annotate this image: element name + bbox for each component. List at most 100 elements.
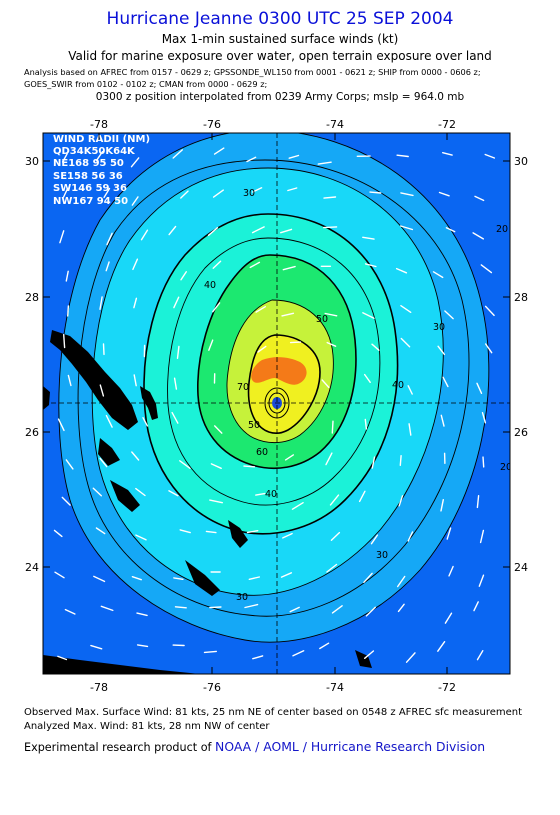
wind-barb	[365, 606, 376, 617]
lon-label-bottom: -74	[326, 681, 344, 694]
band-80	[251, 357, 307, 385]
wind-barb	[136, 644, 149, 648]
wind-barb	[371, 343, 380, 351]
florida-coast	[43, 386, 50, 410]
analysis-sources-line-2: GOES_SWIR from 0102 - 0102 z; CMAN from …	[24, 79, 268, 89]
svg-text:NW167 94 50: NW167 94 50	[53, 196, 128, 207]
wind-barb	[287, 187, 298, 192]
contour-label: 30	[433, 322, 445, 333]
lat-label-left: 28	[25, 291, 39, 304]
wind-barb	[321, 379, 330, 389]
wind-barb	[59, 230, 65, 244]
contour-label: 60	[256, 447, 268, 458]
svg-text:NE168 95 50: NE168 95 50	[53, 158, 124, 169]
lat-label-right: 30	[514, 155, 528, 168]
wind-barb	[369, 191, 382, 194]
wind-contour-field: 30 40 50 60 70 30 40 20 30 40 50 30 20	[43, 133, 512, 674]
contour-label: 40	[265, 489, 277, 500]
wind-barb	[246, 156, 257, 163]
wind-barb	[395, 267, 408, 274]
wind-barb	[280, 228, 293, 234]
wind-barb	[99, 296, 103, 310]
contour-label: 30	[243, 188, 255, 199]
lon-label-top: -74	[326, 118, 344, 131]
axis-labels: -78 -76 -74 -72 -78 -76 -74 -72 30 28 26…	[25, 118, 528, 694]
axis-ticks	[43, 133, 510, 674]
lon-label-top: -76	[203, 118, 221, 131]
wind-barb	[180, 271, 188, 281]
map-title: Hurricane Jeanne 0300 UTC 25 SEP 2004	[106, 9, 454, 29]
wind-barb	[210, 463, 222, 469]
wind-barb	[105, 261, 110, 272]
lon-label-bottom: -72	[438, 681, 456, 694]
svg-text:SE158 56 36: SE158 56 36	[53, 171, 123, 182]
radii-64kt: 36	[113, 183, 127, 194]
crosshair	[43, 133, 510, 674]
wind-barb	[292, 650, 305, 657]
wind-barb	[103, 187, 111, 199]
credit-prefix: Experimental research product of	[24, 741, 216, 754]
wind-barb	[95, 527, 106, 535]
wind-barb	[95, 150, 104, 162]
wind-barb	[371, 456, 376, 469]
wind-barb	[171, 411, 179, 424]
radii-quadrant: SE	[53, 171, 67, 182]
wind-barb	[446, 527, 452, 540]
wind-barb	[329, 494, 340, 506]
lon-label-bottom: -76	[203, 681, 221, 694]
wind-barb	[323, 196, 337, 199]
wind-barb	[66, 305, 70, 317]
wind-barb	[252, 655, 264, 660]
wind-barb	[282, 265, 296, 271]
wind-barb	[364, 418, 368, 430]
wind-barb	[179, 460, 191, 469]
wind-barb	[288, 154, 300, 159]
wind-barb	[481, 412, 487, 424]
wind-barb	[440, 414, 445, 427]
wind-barb	[400, 225, 414, 231]
contour-label: 20	[500, 462, 512, 473]
lat-label-right: 28	[514, 291, 528, 304]
wind-barb	[168, 490, 179, 497]
wind-barb	[63, 333, 66, 349]
wind-barb	[172, 149, 184, 159]
wind-barb	[325, 452, 333, 466]
bahamas-andros-south	[110, 480, 140, 512]
wind-barb	[445, 227, 456, 233]
wind-barb	[106, 232, 113, 246]
wind-barb	[213, 147, 225, 155]
wind-barb	[65, 459, 74, 470]
wind-barb	[362, 236, 375, 240]
radii-50kt: 94	[97, 196, 111, 207]
wind-barb	[281, 312, 295, 317]
validity-note: Valid for marine exposure over water, op…	[68, 49, 492, 63]
wind-barb	[142, 417, 149, 427]
lat-label-right: 24	[514, 561, 528, 574]
wind-barb	[396, 154, 409, 158]
radii-50kt: 59	[96, 183, 110, 194]
radii-quadrant: SW	[53, 183, 71, 194]
wind-barb	[405, 652, 416, 663]
wind-barb	[208, 339, 214, 351]
wind-barb	[444, 612, 453, 624]
wind-barb	[212, 260, 222, 269]
wind-barb	[438, 191, 450, 197]
wind-barb	[407, 385, 413, 395]
wind-barb	[472, 232, 484, 240]
contour-label: 40	[392, 380, 404, 391]
wind-barb	[255, 492, 266, 496]
wind-barbs	[53, 147, 496, 663]
wind-barb	[212, 189, 225, 198]
wind-barb	[440, 499, 444, 512]
wind-barb	[131, 576, 143, 581]
wind-barb	[474, 195, 485, 202]
wind-radii-box: WIND RADII (NM) QD34K50K64K NE168 95 50 …	[53, 134, 150, 207]
wind-barb	[102, 343, 105, 356]
wind-barb	[61, 152, 68, 163]
wind-barb	[289, 606, 300, 613]
wind-barb	[478, 574, 485, 587]
wind-barb	[135, 534, 147, 541]
bahamas-andros	[50, 330, 138, 430]
wind-barb	[173, 296, 180, 309]
